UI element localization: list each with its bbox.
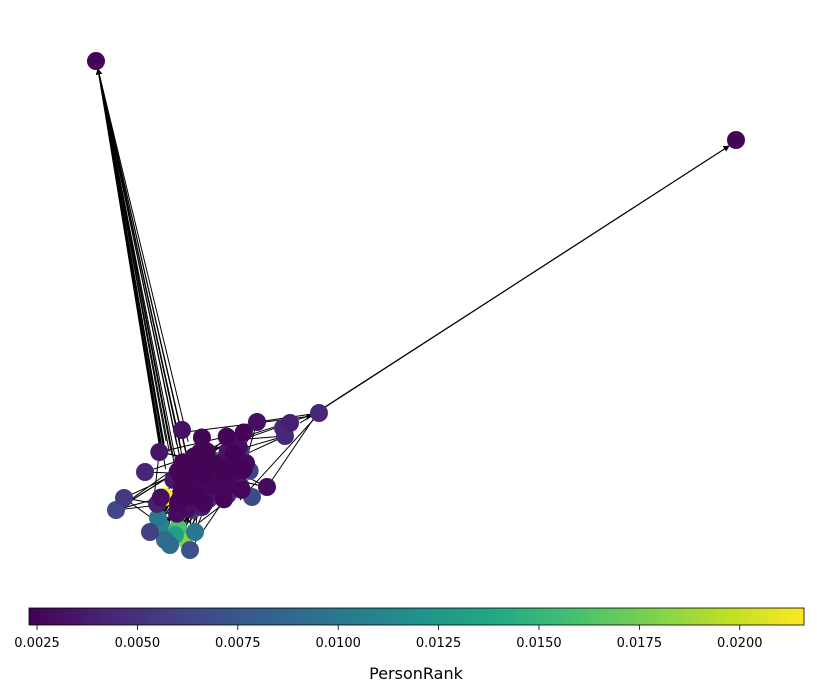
graph-node — [281, 414, 299, 432]
graph-node — [149, 509, 167, 527]
graph-node — [214, 490, 233, 509]
graph-node — [195, 466, 214, 485]
graph-node — [310, 404, 328, 422]
colorbar-tick-label: 0.0175 — [617, 636, 663, 651]
graph-node — [180, 487, 199, 506]
colorbar-label: PersonRank — [369, 664, 463, 683]
graph-node — [207, 455, 226, 474]
graph-node — [173, 421, 191, 439]
graph-edge — [269, 417, 315, 484]
graph-node — [197, 442, 216, 461]
graph-node — [248, 413, 266, 431]
graph-node — [186, 523, 204, 541]
graph-edge — [97, 68, 189, 442]
graph-node — [192, 428, 211, 447]
colorbar-tick-label: 0.0050 — [115, 636, 161, 651]
graph-node — [141, 523, 159, 541]
graph-edge — [304, 145, 730, 421]
colorbar-ticks: 0.0025 0.0050 0.0075 0.0100 0.0125 0.0150 0.01… — [14, 625, 763, 651]
graph-edge — [97, 68, 189, 461]
graph-node — [175, 473, 194, 492]
colorbar: 0.0025 0.0050 0.0075 0.0100 0.0125 0.0150 0.01… — [14, 607, 805, 683]
graph-edge — [159, 436, 227, 453]
graph-node — [150, 443, 169, 462]
colorbar-tick-label: 0.0150 — [516, 636, 562, 651]
colorbar-tick-label: 0.0125 — [416, 636, 462, 651]
graph-edge — [95, 68, 165, 453]
graph-node — [258, 478, 276, 496]
graph-edge — [97, 68, 173, 454]
graph-edge — [96, 68, 181, 461]
colorbar-tick-label: 0.0200 — [717, 636, 763, 651]
graph-edge — [97, 68, 181, 442]
graph-node — [136, 463, 154, 481]
graph-node — [181, 541, 199, 559]
colorbar-gradient — [28, 607, 805, 626]
colorbar-tick-label: 0.0075 — [215, 636, 261, 651]
graph-node — [173, 453, 192, 472]
graph-edge — [96, 68, 167, 442]
graph-node — [727, 131, 745, 149]
graph-node — [217, 427, 236, 446]
graph-node — [115, 489, 133, 507]
colorbar-tick-label: 0.0025 — [14, 636, 60, 651]
graph-nodes — [87, 52, 745, 559]
graph-node — [232, 480, 251, 499]
graph-edge — [239, 417, 316, 501]
graph-node — [151, 488, 170, 507]
colorbar-tick-label: 0.0100 — [315, 636, 361, 651]
graph-node — [234, 423, 253, 442]
graph-node — [87, 52, 105, 70]
graph-node — [161, 536, 179, 554]
